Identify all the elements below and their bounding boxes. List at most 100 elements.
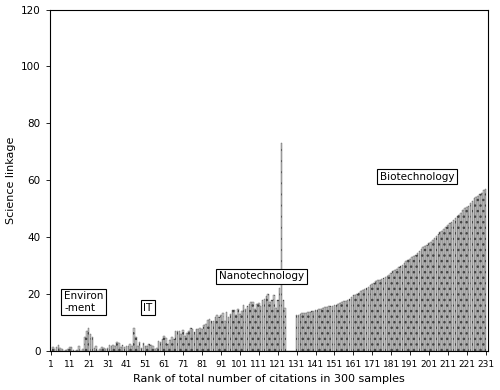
Bar xyxy=(350,297,352,351)
Bar xyxy=(343,301,344,351)
Bar xyxy=(92,337,93,351)
Bar xyxy=(426,245,428,351)
Bar xyxy=(94,348,95,351)
Bar xyxy=(320,309,322,351)
Bar xyxy=(340,303,341,351)
Bar xyxy=(454,218,456,351)
Bar xyxy=(436,236,438,351)
Bar xyxy=(175,332,176,351)
Bar xyxy=(341,302,343,351)
Bar xyxy=(132,346,133,351)
Bar xyxy=(420,249,422,351)
Bar xyxy=(464,208,466,351)
Bar xyxy=(313,310,314,351)
Bar xyxy=(398,268,400,351)
Bar xyxy=(298,315,300,351)
Bar xyxy=(381,279,382,351)
Bar xyxy=(160,342,162,351)
Bar xyxy=(314,310,316,351)
Bar xyxy=(445,227,447,351)
Bar xyxy=(462,210,464,351)
Bar xyxy=(411,257,412,351)
Bar xyxy=(328,307,330,351)
Bar xyxy=(284,308,286,351)
Bar xyxy=(212,321,214,351)
Bar xyxy=(347,300,348,351)
Bar xyxy=(392,271,394,351)
Bar xyxy=(434,238,436,351)
Bar xyxy=(210,321,212,351)
Bar xyxy=(101,347,102,351)
Bar xyxy=(167,344,169,351)
Y-axis label: Science linkage: Science linkage xyxy=(6,136,16,224)
Bar xyxy=(128,346,129,351)
Bar xyxy=(176,331,178,351)
Bar xyxy=(409,259,411,351)
Bar xyxy=(478,196,479,351)
Bar xyxy=(442,230,443,351)
Bar xyxy=(239,314,240,351)
Bar xyxy=(472,201,473,351)
Bar xyxy=(279,288,280,351)
Bar xyxy=(400,266,402,351)
Bar xyxy=(190,328,192,351)
Bar xyxy=(466,207,468,351)
Bar xyxy=(282,300,284,351)
Bar xyxy=(188,331,190,351)
Bar xyxy=(413,256,414,351)
Bar xyxy=(271,300,273,351)
Bar xyxy=(322,308,324,351)
Bar xyxy=(142,343,144,351)
Bar xyxy=(228,317,230,351)
Bar xyxy=(182,330,184,351)
Bar xyxy=(180,334,182,351)
Bar xyxy=(65,350,67,351)
Bar xyxy=(82,349,84,351)
Bar xyxy=(194,332,196,351)
Bar xyxy=(256,304,258,351)
Bar xyxy=(72,349,74,351)
Bar xyxy=(241,311,242,351)
Bar xyxy=(275,308,276,351)
Bar xyxy=(178,331,180,351)
Bar xyxy=(415,255,416,351)
Bar xyxy=(250,302,252,351)
Bar xyxy=(302,313,303,351)
Bar xyxy=(156,348,158,351)
Bar xyxy=(246,306,248,351)
Bar xyxy=(99,349,101,351)
Bar xyxy=(254,309,256,351)
Bar xyxy=(218,317,220,351)
Bar xyxy=(141,348,142,351)
Bar xyxy=(105,349,106,351)
Bar xyxy=(86,331,88,351)
Bar xyxy=(90,334,92,351)
Bar xyxy=(171,337,172,351)
Bar xyxy=(224,321,226,351)
Bar xyxy=(222,312,224,351)
Bar xyxy=(366,288,368,351)
Bar xyxy=(348,299,350,351)
Bar xyxy=(108,345,110,351)
Bar xyxy=(332,306,334,351)
Bar xyxy=(196,329,197,351)
Bar xyxy=(184,336,186,351)
Bar xyxy=(71,347,72,351)
Bar xyxy=(424,246,426,351)
Bar xyxy=(173,339,174,351)
Bar xyxy=(152,346,154,351)
Bar xyxy=(375,281,377,351)
Bar xyxy=(386,276,388,351)
Bar xyxy=(374,283,375,351)
Bar xyxy=(452,220,454,351)
Text: IT: IT xyxy=(144,303,152,312)
Bar xyxy=(404,263,405,351)
Bar xyxy=(126,346,128,351)
Bar xyxy=(226,312,228,351)
Bar xyxy=(356,294,358,351)
Bar xyxy=(417,253,418,351)
Bar xyxy=(137,346,138,351)
Bar xyxy=(309,312,310,351)
Bar xyxy=(447,225,448,351)
Bar xyxy=(377,280,378,351)
